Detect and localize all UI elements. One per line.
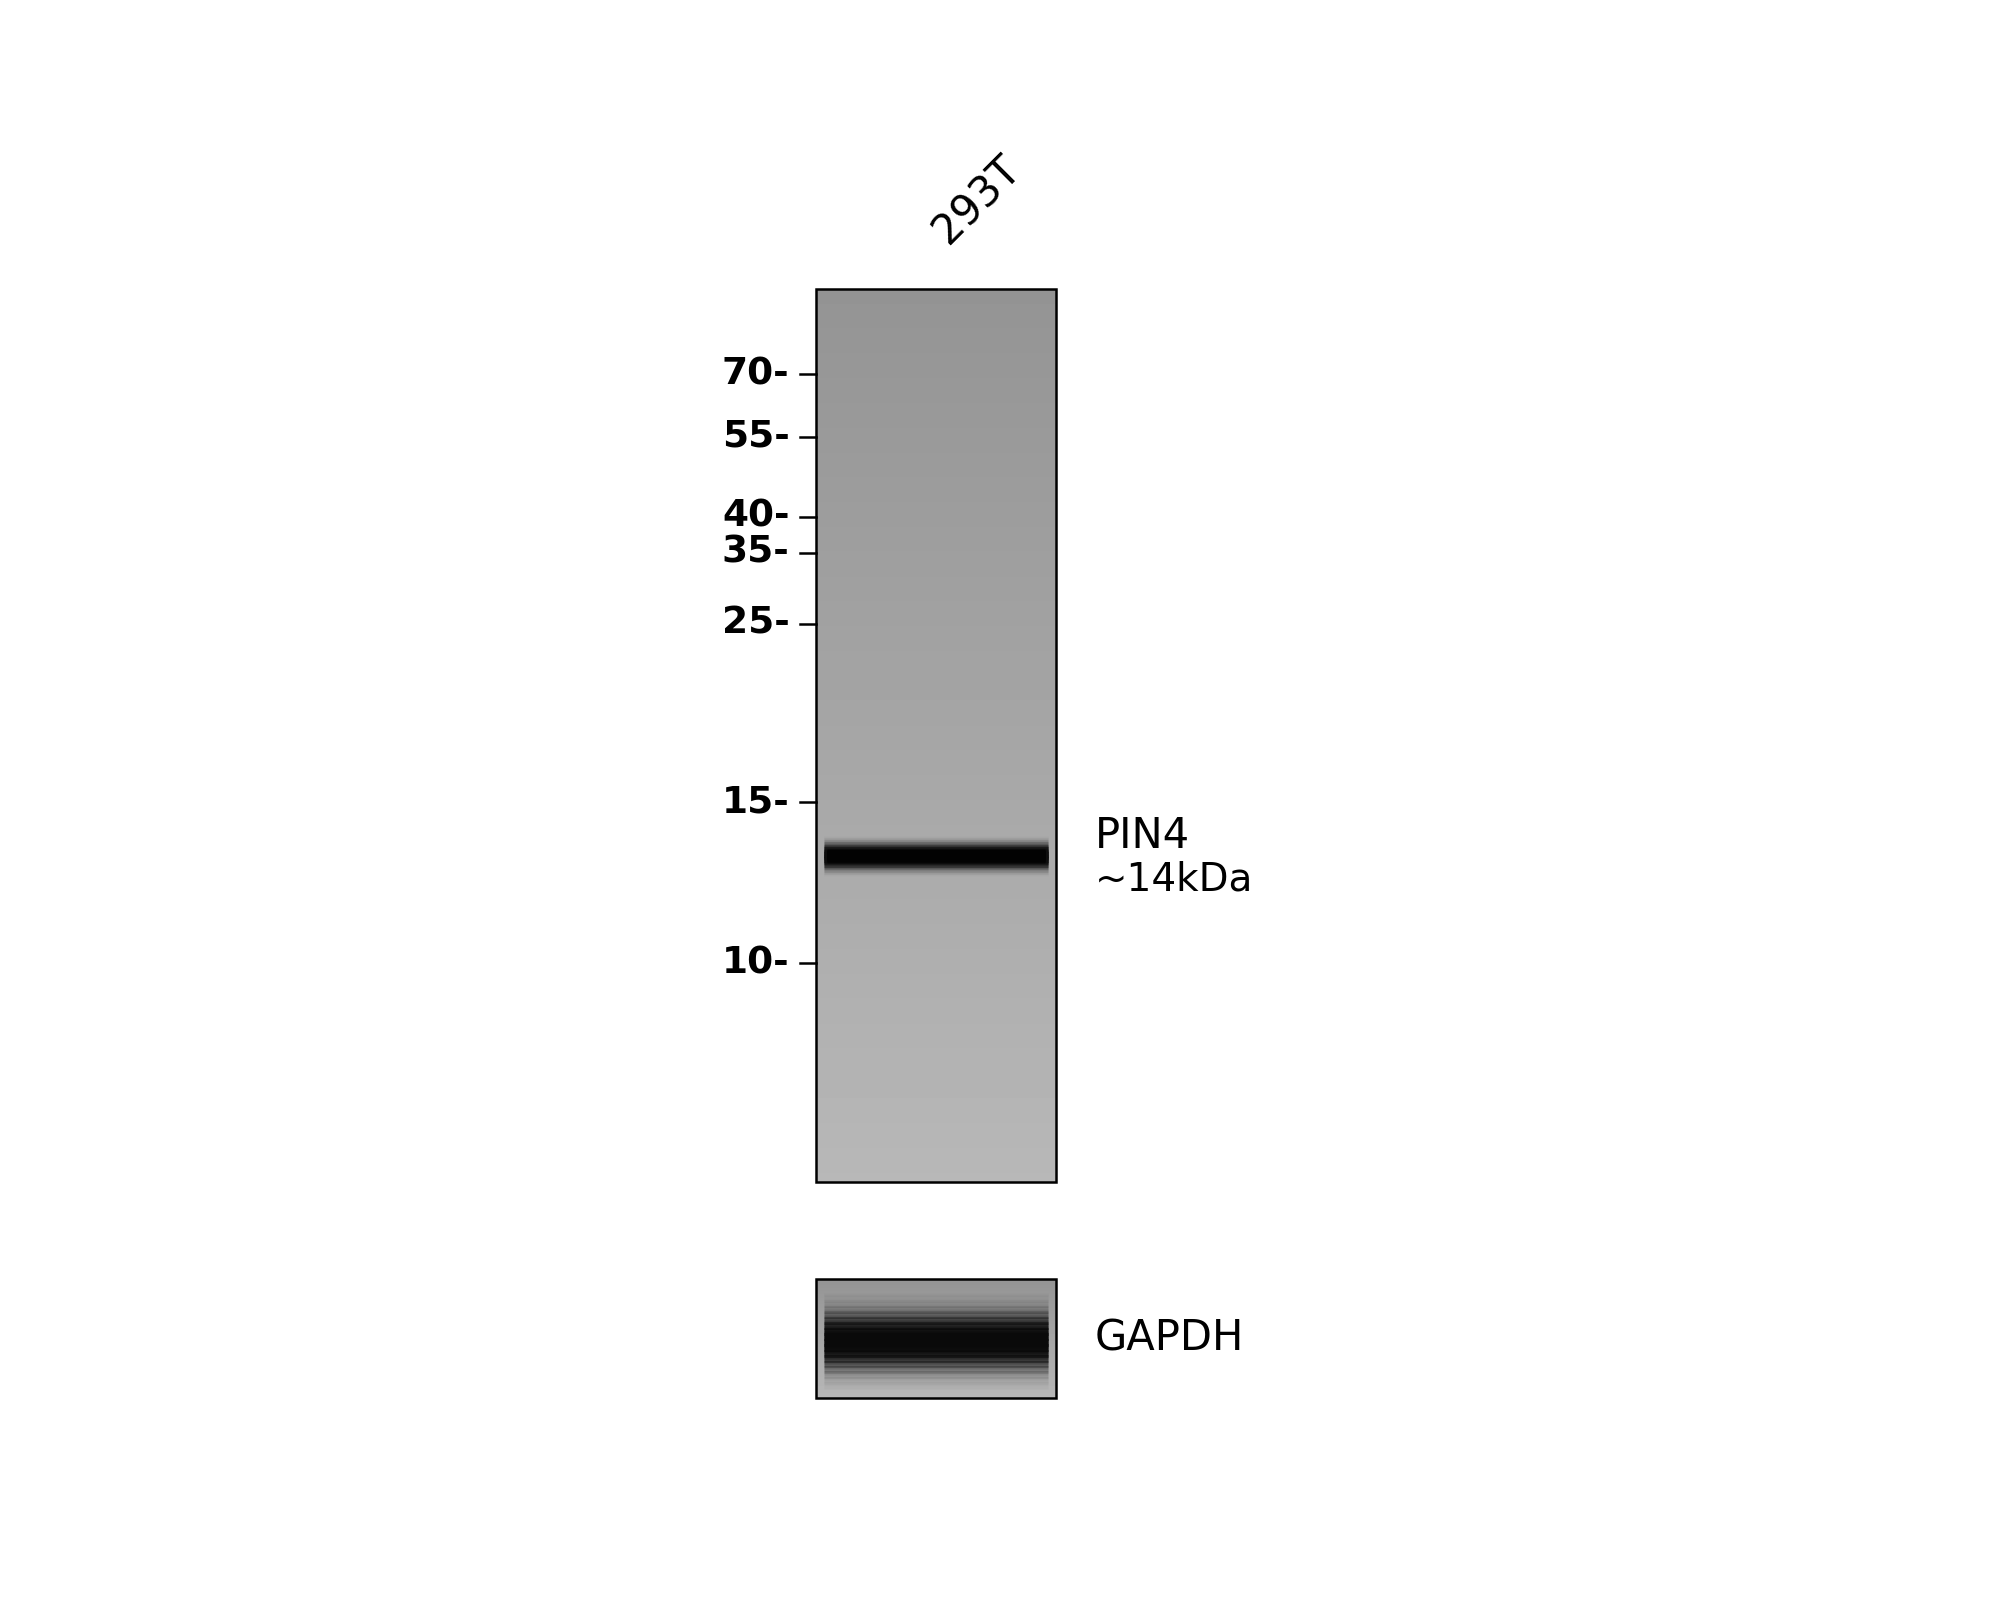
Text: PIN4: PIN4 [1094, 815, 1190, 858]
Text: 15-: 15- [722, 784, 790, 820]
Text: 70-: 70- [722, 355, 790, 392]
Text: 25-: 25- [722, 607, 790, 642]
Text: GAPDH: GAPDH [1094, 1318, 1244, 1359]
Bar [816, 1279, 1056, 1398]
Text: 40-: 40- [722, 500, 790, 535]
Text: 293T: 293T [926, 147, 1030, 251]
Text: 55-: 55- [722, 418, 790, 455]
Text: 35-: 35- [722, 535, 790, 570]
Text: 10-: 10- [722, 945, 790, 981]
Bar [816, 290, 1056, 1182]
Text: ~14kDa: ~14kDa [1094, 861, 1254, 898]
